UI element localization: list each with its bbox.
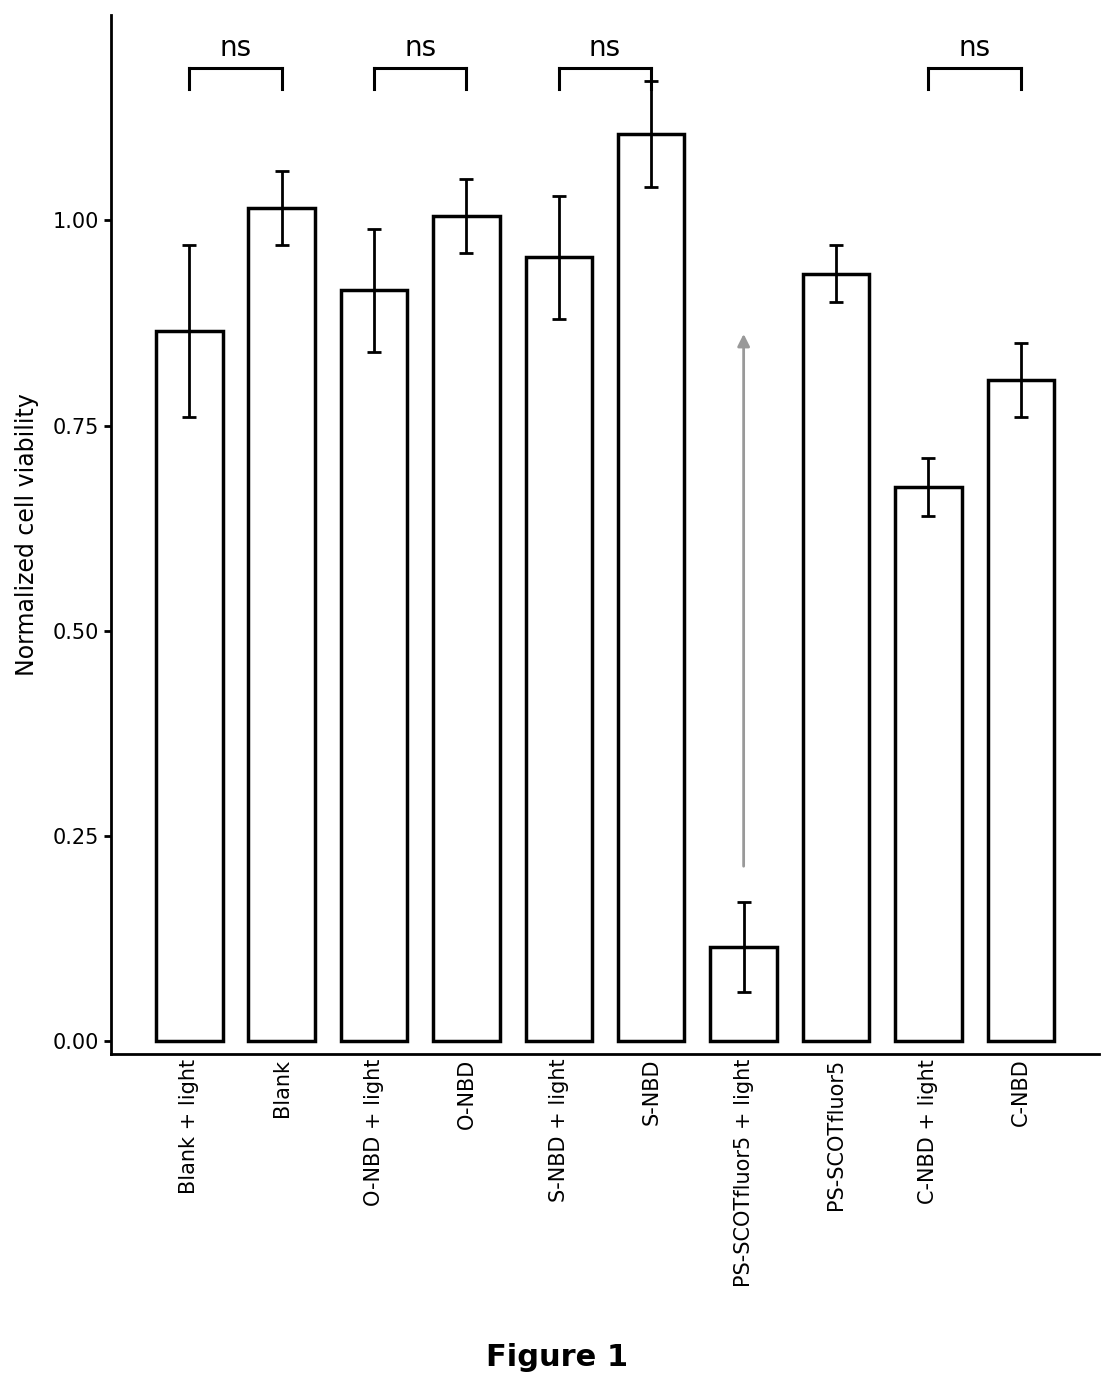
Bar bbox=[618, 134, 684, 1042]
Text: ns: ns bbox=[404, 34, 437, 62]
Text: ns: ns bbox=[219, 34, 252, 62]
Bar bbox=[248, 209, 315, 1042]
Text: ns: ns bbox=[958, 34, 990, 62]
Text: Figure 1: Figure 1 bbox=[486, 1344, 628, 1372]
Bar bbox=[433, 216, 500, 1042]
Y-axis label: Normalized cell viability: Normalized cell viability bbox=[14, 393, 39, 676]
Bar bbox=[711, 946, 776, 1042]
Bar bbox=[526, 258, 593, 1042]
Bar bbox=[803, 273, 869, 1042]
Bar bbox=[156, 332, 223, 1042]
Text: ns: ns bbox=[589, 34, 622, 62]
Bar bbox=[988, 381, 1054, 1042]
Bar bbox=[896, 487, 961, 1042]
Bar bbox=[341, 290, 408, 1042]
